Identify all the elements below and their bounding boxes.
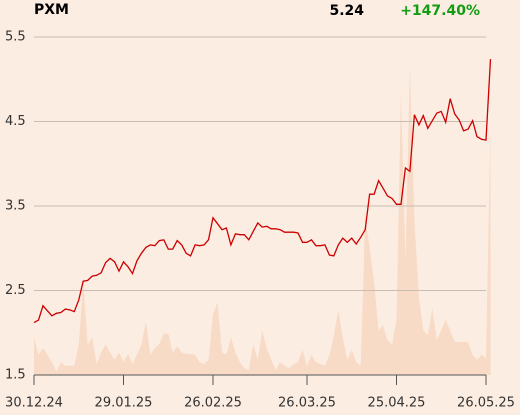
x-tick-label: 26.05.25: [457, 396, 515, 411]
x-tick-label: 26.02.25: [184, 396, 242, 411]
price-line: [33, 58, 492, 324]
y-tick-label: 3.5: [5, 199, 26, 214]
y-tick-label: 1.5: [5, 368, 26, 383]
last-price: 5.24: [329, 3, 364, 19]
y-tick-label: 5.5: [5, 30, 26, 45]
volume-area: [34, 65, 491, 375]
symbol: PXM: [34, 2, 69, 18]
change: +147.40%: [400, 3, 480, 19]
x-tick-label: 26.03.25: [278, 396, 336, 411]
y-tick-label: 4.5: [5, 114, 26, 129]
x-tick-label: 30.12.24: [5, 396, 63, 411]
y-tick-label: 2.5: [5, 283, 26, 298]
x-tick-label: 29.01.25: [95, 396, 153, 411]
x-tick-label: 25.04.25: [368, 396, 426, 411]
